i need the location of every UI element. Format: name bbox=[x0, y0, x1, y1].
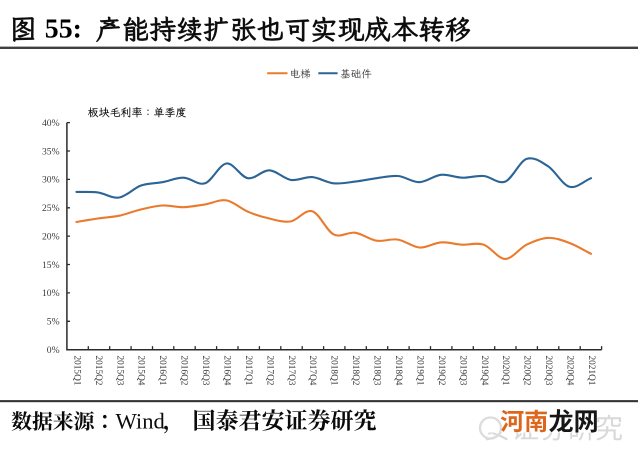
svg-text:2015Q3: 2015Q3 bbox=[114, 356, 124, 386]
svg-text:0%: 0% bbox=[47, 345, 60, 356]
svg-text:2018Q1: 2018Q1 bbox=[329, 356, 339, 386]
svg-text:55:: 55: bbox=[45, 14, 82, 45]
svg-text:20%: 20% bbox=[42, 231, 60, 242]
svg-text:40%: 40% bbox=[42, 118, 60, 129]
svg-text:2018Q2: 2018Q2 bbox=[350, 356, 360, 386]
svg-text:2020Q4: 2020Q4 bbox=[565, 356, 575, 386]
svg-text:2018Q3: 2018Q3 bbox=[372, 356, 382, 386]
svg-text:2015Q2: 2015Q2 bbox=[93, 356, 103, 386]
svg-text:2020Q1: 2020Q1 bbox=[500, 356, 510, 386]
svg-text:25%: 25% bbox=[42, 203, 60, 214]
svg-text:35%: 35% bbox=[42, 146, 60, 157]
svg-text:5%: 5% bbox=[47, 317, 60, 328]
svg-text:2017Q1: 2017Q1 bbox=[243, 356, 253, 386]
svg-text:2019Q4: 2019Q4 bbox=[479, 356, 489, 386]
svg-text:2019Q2: 2019Q2 bbox=[436, 356, 446, 386]
svg-text:2016Q4: 2016Q4 bbox=[222, 356, 232, 386]
svg-text:2019Q3: 2019Q3 bbox=[457, 356, 467, 386]
svg-text:2017Q4: 2017Q4 bbox=[307, 356, 317, 386]
svg-text:2016Q2: 2016Q2 bbox=[179, 356, 189, 386]
svg-text:2017Q3: 2017Q3 bbox=[286, 356, 296, 386]
svg-text:30%: 30% bbox=[42, 175, 60, 186]
svg-text:2021Q1: 2021Q1 bbox=[586, 356, 596, 386]
svg-text:2016Q3: 2016Q3 bbox=[200, 356, 210, 386]
svg-text:2018Q4: 2018Q4 bbox=[393, 356, 403, 386]
svg-text:Wind: Wind bbox=[116, 409, 166, 434]
svg-text:2015Q1: 2015Q1 bbox=[71, 356, 81, 386]
svg-text:2020Q2: 2020Q2 bbox=[522, 356, 532, 386]
svg-text:2017Q2: 2017Q2 bbox=[264, 356, 274, 386]
svg-text:2016Q1: 2016Q1 bbox=[157, 356, 167, 386]
svg-text:10%: 10% bbox=[42, 288, 60, 299]
svg-text:2015Q4: 2015Q4 bbox=[136, 356, 146, 386]
svg-text:15%: 15% bbox=[42, 260, 60, 271]
svg-text:2020Q3: 2020Q3 bbox=[543, 356, 553, 386]
svg-text:2019Q1: 2019Q1 bbox=[414, 356, 424, 386]
